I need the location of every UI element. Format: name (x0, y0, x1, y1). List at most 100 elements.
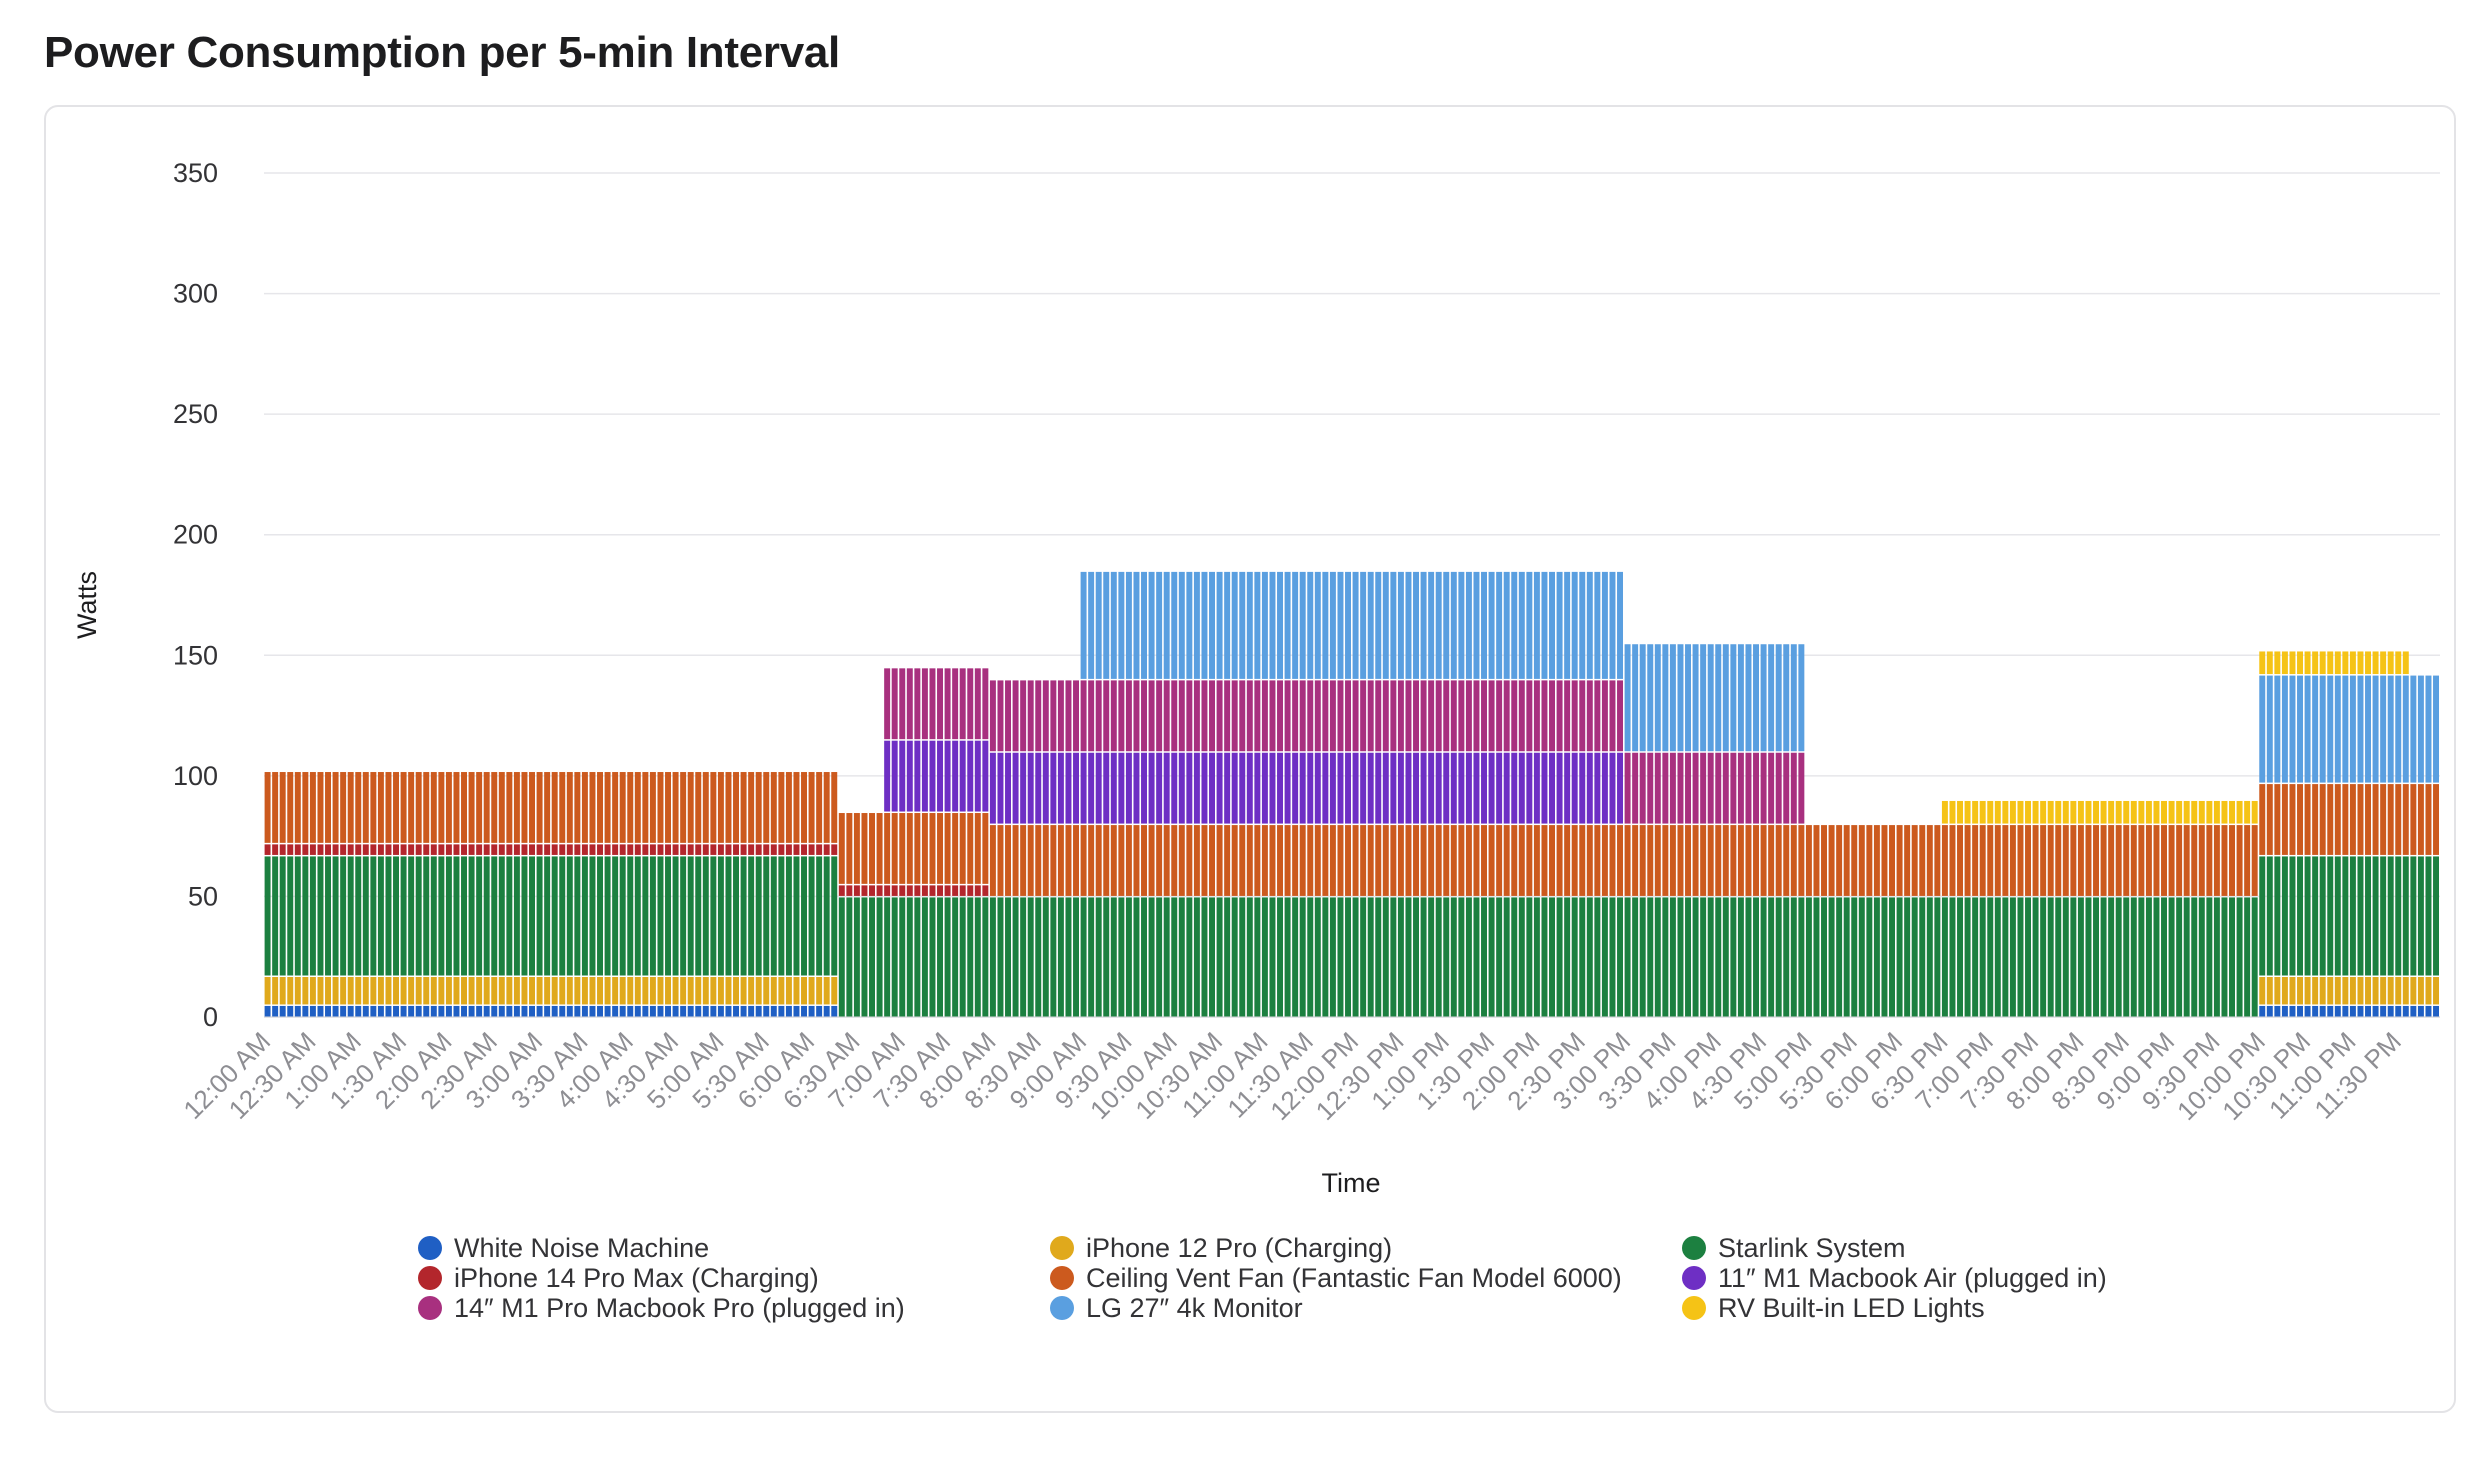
bar-segment[interactable] (2259, 675, 2266, 783)
bar-segment[interactable] (309, 772, 316, 843)
bar-segment[interactable] (1768, 752, 1775, 824)
bar-segment[interactable] (498, 977, 505, 1005)
bar-segment[interactable] (1783, 752, 1790, 824)
bar-segment[interactable] (476, 1005, 483, 1017)
bar-segment[interactable] (778, 977, 785, 1005)
bar-segment[interactable] (2327, 784, 2334, 855)
bar-segment[interactable] (1307, 752, 1314, 824)
bar-segment[interactable] (1662, 897, 1669, 1017)
bar-segment[interactable] (1692, 825, 1699, 896)
bar-segment[interactable] (929, 813, 936, 884)
bar-segment[interactable] (1579, 680, 1586, 752)
bar-segment[interactable] (2417, 784, 2424, 855)
bar-segment[interactable] (309, 977, 316, 1005)
bar-segment[interactable] (1760, 644, 1767, 752)
bar-segment[interactable] (1601, 825, 1608, 896)
bar-segment[interactable] (355, 844, 362, 855)
bar-segment[interactable] (2372, 675, 2379, 783)
bar-segment[interactable] (1987, 825, 1994, 896)
bar-segment[interactable] (1798, 752, 1805, 824)
bar-segment[interactable] (2153, 897, 2160, 1017)
bar-segment[interactable] (1851, 897, 1858, 1017)
bar-segment[interactable] (733, 1005, 739, 1017)
bar-segment[interactable] (1050, 680, 1057, 752)
bar-segment[interactable] (763, 772, 770, 843)
bar-segment[interactable] (2229, 825, 2235, 896)
bar-segment[interactable] (332, 844, 339, 855)
bar-segment[interactable] (1473, 680, 1480, 752)
bar-segment[interactable] (1397, 825, 1404, 896)
bar-segment[interactable] (2191, 825, 2198, 896)
bar-segment[interactable] (959, 740, 966, 812)
bar-segment[interactable] (1224, 897, 1231, 1017)
bar-segment[interactable] (2304, 856, 2311, 976)
bar-segment[interactable] (884, 885, 891, 896)
bar-segment[interactable] (1390, 752, 1397, 824)
bar-segment[interactable] (2236, 825, 2243, 896)
bar-segment[interactable] (2312, 784, 2319, 855)
bar-segment[interactable] (2138, 825, 2145, 896)
bar-segment[interactable] (1042, 752, 1049, 824)
bar-segment[interactable] (2274, 784, 2281, 855)
bar-segment[interactable] (785, 1005, 792, 1017)
bar-segment[interactable] (1526, 897, 1533, 1017)
bar-segment[interactable] (415, 772, 422, 843)
bar-segment[interactable] (483, 856, 490, 976)
bar-segment[interactable] (2259, 784, 2266, 855)
bar-segment[interactable] (2032, 800, 2039, 824)
bar-segment[interactable] (1277, 571, 1283, 679)
bar-segment[interactable] (2274, 651, 2281, 675)
bar-segment[interactable] (1511, 571, 1518, 679)
bar-segment[interactable] (453, 844, 460, 855)
bar-segment[interactable] (1617, 571, 1623, 679)
bar-segment[interactable] (2402, 675, 2409, 783)
bar-segment[interactable] (1360, 825, 1367, 896)
bar-segment[interactable] (264, 977, 271, 1005)
bar-segment[interactable] (1836, 825, 1843, 896)
bar-segment[interactable] (1443, 571, 1450, 679)
bar-segment[interactable] (438, 977, 445, 1005)
bar-segment[interactable] (453, 1005, 460, 1017)
bar-segment[interactable] (1171, 571, 1178, 679)
bar-segment[interactable] (521, 856, 528, 976)
bar-segment[interactable] (2108, 800, 2115, 824)
bar-segment[interactable] (846, 897, 853, 1017)
bar-segment[interactable] (1737, 644, 1744, 752)
bar-segment[interactable] (1382, 571, 1389, 679)
bar-segment[interactable] (2357, 977, 2364, 1005)
bar-segment[interactable] (2327, 675, 2334, 783)
bar-segment[interactable] (1730, 897, 1737, 1017)
bar-segment[interactable] (982, 668, 989, 740)
bar-segment[interactable] (823, 844, 830, 855)
bar-segment[interactable] (725, 1005, 732, 1017)
bar-segment[interactable] (1148, 571, 1155, 679)
bar-segment[interactable] (967, 668, 974, 740)
bar-segment[interactable] (2183, 897, 2190, 1017)
bar-segment[interactable] (1964, 825, 1971, 896)
bar-segment[interactable] (1095, 897, 1102, 1017)
bar-segment[interactable] (1435, 752, 1442, 824)
bar-segment[interactable] (884, 740, 891, 812)
bar-segment[interactable] (2372, 784, 2379, 855)
bar-segment[interactable] (294, 772, 301, 843)
bar-segment[interactable] (1057, 752, 1064, 824)
bar-segment[interactable] (1647, 897, 1654, 1017)
bar-segment[interactable] (937, 897, 943, 1017)
bar-segment[interactable] (944, 897, 951, 1017)
bar-segment[interactable] (370, 1005, 377, 1017)
bar-segment[interactable] (1654, 897, 1661, 1017)
bar-segment[interactable] (921, 740, 928, 812)
bar-segment[interactable] (914, 668, 921, 740)
bar-segment[interactable] (1005, 825, 1011, 896)
bar-segment[interactable] (1337, 897, 1344, 1017)
bar-segment[interactable] (597, 977, 603, 1005)
bar-segment[interactable] (1458, 752, 1465, 824)
bar-segment[interactable] (1231, 680, 1238, 752)
bar-segment[interactable] (763, 844, 770, 855)
bar-segment[interactable] (2319, 977, 2326, 1005)
bar-segment[interactable] (2410, 856, 2417, 976)
bar-segment[interactable] (1178, 825, 1185, 896)
bar-segment[interactable] (2297, 856, 2303, 976)
bar-segment[interactable] (778, 844, 785, 855)
bar-segment[interactable] (1254, 825, 1261, 896)
